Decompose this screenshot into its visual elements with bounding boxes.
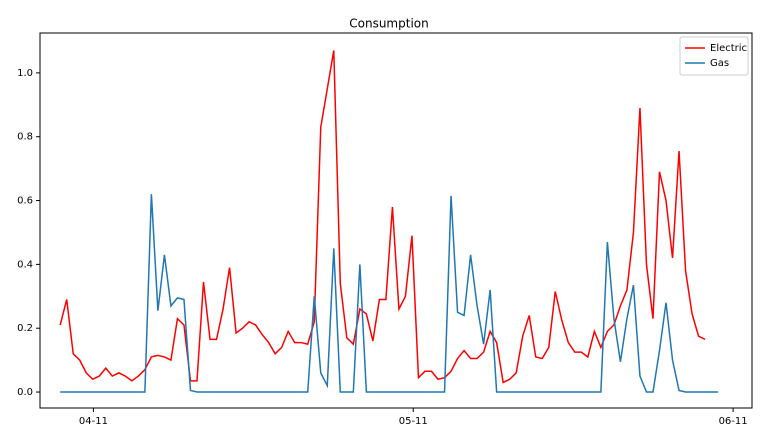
y-tick-label: 1.0 — [17, 68, 33, 79]
chart-title: Consumption — [349, 17, 428, 31]
line-series — [60, 194, 719, 393]
y-tick-label: 0.2 — [17, 323, 33, 334]
plot-frame — [39, 32, 753, 409]
legend-label: Electric — [710, 43, 747, 54]
legend-box — [679, 36, 749, 76]
line-series — [59, 50, 706, 384]
y-tick-label: 0.6 — [17, 196, 33, 207]
y-tick-label: 0.8 — [17, 132, 33, 143]
x-tick-label: 05-11 — [399, 416, 428, 427]
y-tick-label: 0.0 — [17, 387, 33, 398]
x-tick-label: 04-11 — [79, 416, 108, 427]
y-tick-label: 0.4 — [17, 259, 33, 270]
x-tick-label: 06-11 — [719, 416, 748, 427]
legend-label: Gas — [710, 58, 729, 69]
